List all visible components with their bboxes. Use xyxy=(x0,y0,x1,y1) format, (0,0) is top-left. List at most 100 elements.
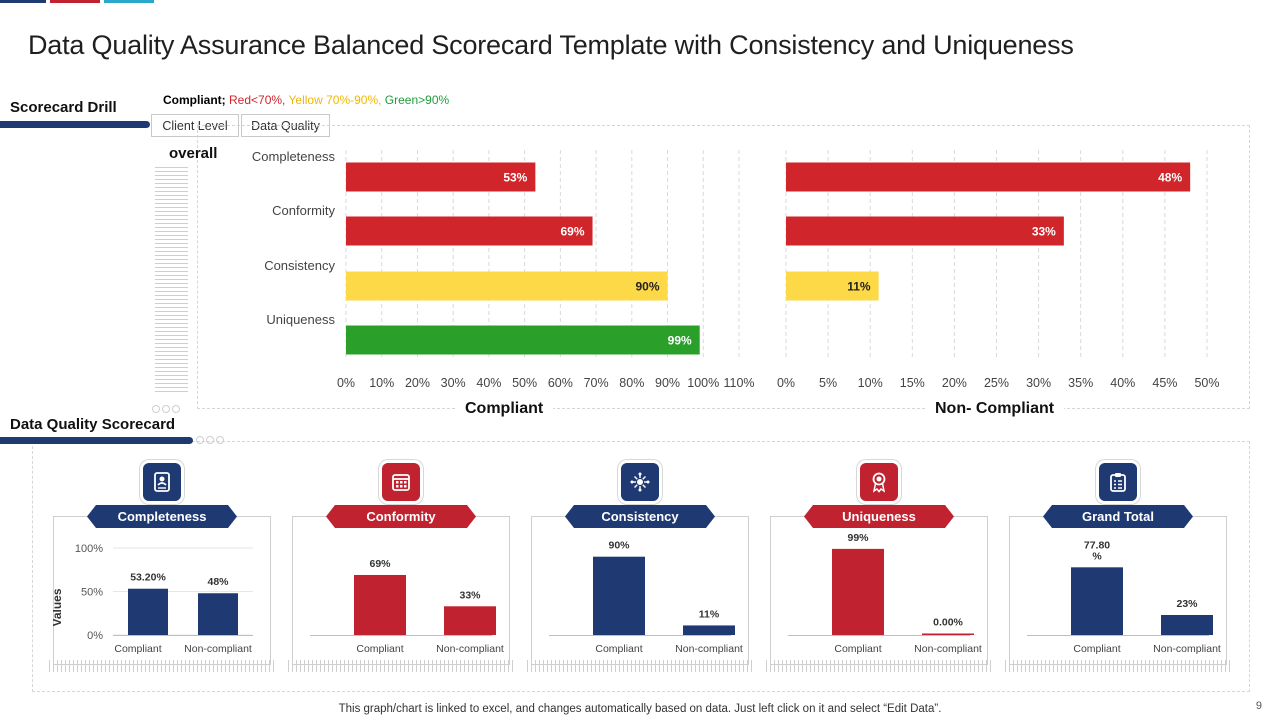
mini-data-label: 23% xyxy=(1176,598,1198,610)
scorecard-resize-dots xyxy=(196,436,224,444)
mini-data-label: 0.00% xyxy=(933,617,963,629)
compliant-bar xyxy=(346,216,593,246)
card-grand-total: Grand Total 77.80% Compliant 23% Non-compli… xyxy=(1005,463,1231,675)
mini-bar xyxy=(354,574,406,635)
mini-data-label: 90% xyxy=(608,540,630,552)
card-conformity: Conformity 69% Compliant 33% Non-compliant xyxy=(288,463,514,675)
mini-category-label: Non-compliant xyxy=(184,643,252,655)
mini-category-label: Compliant xyxy=(595,643,642,655)
non-compliant-tick-label: 0% xyxy=(777,376,795,390)
mini-category-label: Compliant xyxy=(356,643,403,655)
non-compliant-bar xyxy=(786,271,879,301)
compliant-panel-title: Compliant xyxy=(455,400,554,418)
slicer-resize-dots xyxy=(152,405,180,413)
card-uniqueness: Uniqueness 99% Compliant 0.00% Non-complian… xyxy=(766,463,992,675)
card-title: Conformity xyxy=(326,505,476,528)
mini-category-label: Non-compliant xyxy=(1153,643,1221,655)
accent-bar-navy xyxy=(0,0,46,3)
page-title: Data Quality Assurance Balanced Scorecar… xyxy=(28,30,1074,60)
category-label: Completeness xyxy=(252,149,336,164)
compliant-data-label: 69% xyxy=(560,225,584,239)
category-label: Uniqueness xyxy=(266,312,335,327)
grand-total-mini-chart: 77.80% Compliant 23% Non-compliant xyxy=(1027,539,1221,655)
mini-bar xyxy=(683,625,735,635)
filter-client-level-button[interactable]: Client Level xyxy=(151,114,239,137)
non-compliant-tick-label: 45% xyxy=(1152,376,1177,390)
card-completeness: Completeness 0% 50% 100% Values 53.20% Compli… xyxy=(49,463,275,675)
id-card-icon xyxy=(143,463,181,501)
conformity-mini-chart: 69% Compliant 33% Non-compliant xyxy=(310,558,504,655)
mini-bar xyxy=(593,556,645,635)
compliant-tick-label: 50% xyxy=(512,376,537,390)
non-compliant-tick-label: 5% xyxy=(819,376,837,390)
non-compliant-tick-label: 10% xyxy=(858,376,883,390)
scorecard-drill-label: Scorecard Drill xyxy=(10,99,117,116)
y-tick-label: 0% xyxy=(87,630,103,642)
card-scroll-hatch xyxy=(49,660,275,672)
mini-bar xyxy=(832,548,884,635)
compliant-tick-label: 110% xyxy=(723,376,754,390)
overall-slicer-scroll[interactable] xyxy=(155,167,188,395)
completeness-mini-chart: 0% 50% 100% Values 53.20% Compliant 48% Non-com… xyxy=(53,543,253,655)
compliant-data-label: 99% xyxy=(668,334,692,348)
mini-category-label: Compliant xyxy=(114,643,161,655)
compliant-tick-label: 90% xyxy=(655,376,680,390)
non-compliant-data-label: 33% xyxy=(1032,225,1056,239)
calendar-icon xyxy=(382,463,420,501)
compliant-bar xyxy=(346,325,700,355)
non-compliant-bar xyxy=(786,216,1064,246)
accent-bar-cyan xyxy=(104,0,154,3)
compliant-tick-label: 10% xyxy=(369,376,394,390)
non-compliant-tick-label: 25% xyxy=(984,376,1009,390)
overall-slicer-label: overall xyxy=(169,145,218,162)
compliant-tick-label: 60% xyxy=(548,376,573,390)
non-compliant-panel-title: Non- Compliant xyxy=(925,400,1065,418)
mini-data-label: 99% xyxy=(847,533,869,544)
non-compliant-tick-label: 35% xyxy=(1068,376,1093,390)
card-title: Completeness xyxy=(87,505,237,528)
compliant-tick-label: 100% xyxy=(687,376,719,390)
compliant-tick-label: 30% xyxy=(441,376,466,390)
drill-chart-frame xyxy=(197,125,1250,409)
top-accent-bars xyxy=(0,0,300,4)
card-box xyxy=(292,516,510,665)
mini-category-label: Non-compliant xyxy=(436,643,504,655)
non-compliant-tick-label: 30% xyxy=(1026,376,1051,390)
data-quality-scorecard-underline xyxy=(0,437,193,444)
scorecard-drill-underline xyxy=(0,121,150,128)
compliant-tick-label: 20% xyxy=(405,376,430,390)
mini-bar xyxy=(922,633,974,635)
mini-data-label: 33% xyxy=(459,589,481,601)
compliant-data-label: 53% xyxy=(503,171,527,185)
mini-data-label: 48% xyxy=(207,576,229,588)
uniqueness-mini-chart: 99% Compliant 0.00% Non-compliant xyxy=(788,533,982,655)
compliant-data-label: 90% xyxy=(636,280,660,294)
mini-data-label: 77.80 xyxy=(1084,539,1110,551)
mini-data-label: 11% xyxy=(699,608,720,620)
mini-category-label: Non-compliant xyxy=(675,643,743,655)
mini-data-label: 53.20% xyxy=(130,572,166,584)
mini-category-label: Non-compliant xyxy=(914,643,982,655)
category-label: Consistency xyxy=(264,258,335,273)
card-scroll-hatch xyxy=(1005,660,1231,672)
compliance-legend: Compliant; Red<70%, Yellow 70%-90%, Gree… xyxy=(163,93,449,107)
consistency-mini-chart: 90% Compliant 11% Non-compliant xyxy=(549,540,743,655)
non-compliant-data-label: 48% xyxy=(1158,171,1182,185)
non-compliant-bar xyxy=(786,162,1191,192)
y-tick-label: 100% xyxy=(75,543,103,555)
mini-bar xyxy=(1071,567,1123,635)
mini-category-label: Compliant xyxy=(834,643,881,655)
y-axis-label: Values xyxy=(53,588,64,626)
non-compliant-tick-label: 20% xyxy=(942,376,967,390)
accent-bar-red xyxy=(50,0,100,3)
mini-bar xyxy=(1161,614,1213,635)
compliant-tick-label: 0% xyxy=(337,376,355,390)
page-number: 9 xyxy=(1255,700,1262,712)
card-scroll-hatch xyxy=(766,660,992,672)
mini-bar xyxy=(444,606,496,635)
card-title: Uniqueness xyxy=(804,505,954,528)
compliant-tick-label: 40% xyxy=(476,376,501,390)
scorecard-frame xyxy=(32,441,1250,692)
award-ribbon-icon xyxy=(860,463,898,501)
